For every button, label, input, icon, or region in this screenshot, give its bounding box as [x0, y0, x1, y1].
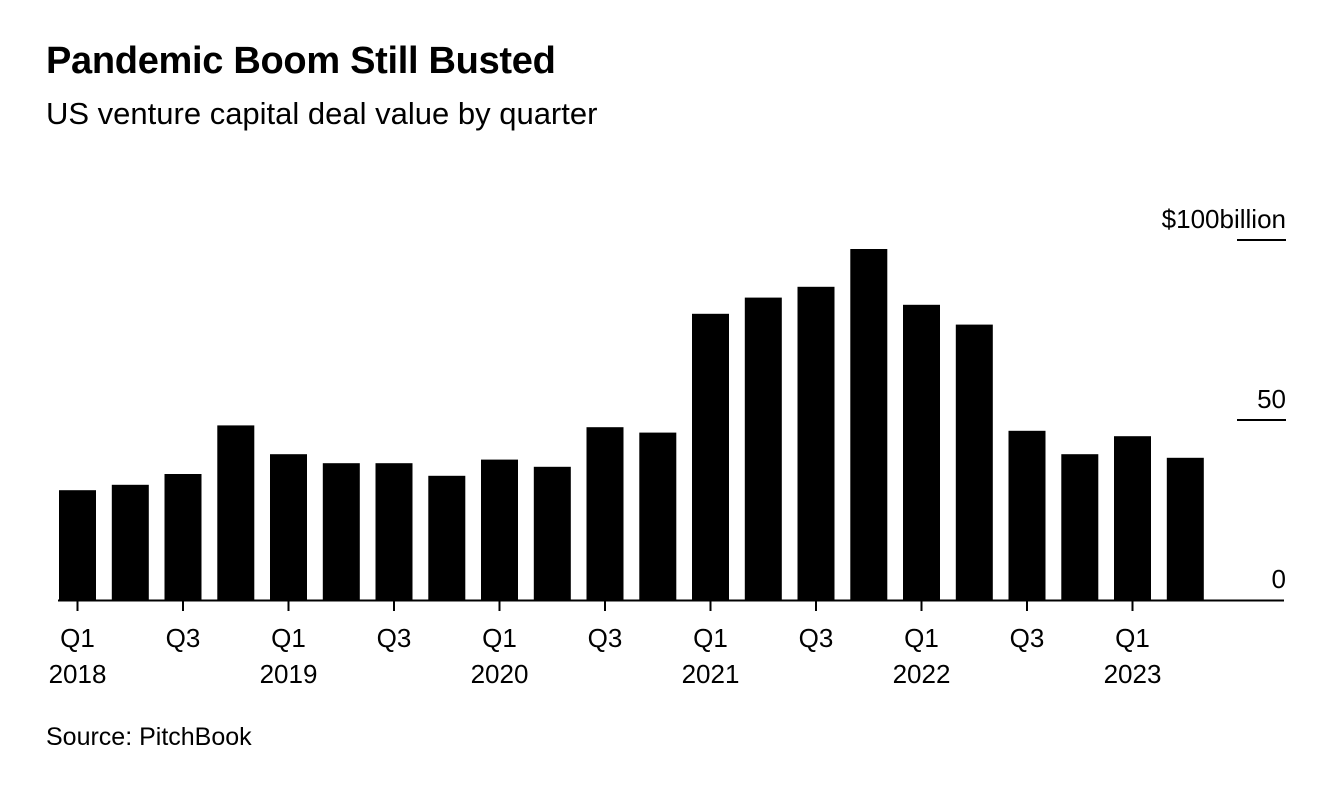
x-tick-label-year: 2023: [1104, 659, 1162, 689]
y-tick-label-0: 0: [1272, 564, 1286, 594]
bar-q3-2022: [1008, 430, 1046, 600]
bar-q2-2018: [111, 484, 149, 600]
bar-q2-2021: [744, 297, 782, 600]
bar-q4-2020: [639, 432, 677, 600]
bar-q4-2019: [428, 475, 466, 600]
bar-q2-2019: [322, 463, 360, 600]
bar-q4-2022: [1061, 454, 1099, 600]
x-tick-label-year: 2021: [682, 659, 740, 689]
bar-q1-2020: [481, 459, 518, 600]
x-tick-label-quarter: Q1: [693, 623, 728, 653]
x-tick-label-quarter: Q3: [588, 623, 623, 653]
bar-q1-2023: [1114, 436, 1151, 600]
x-tick-label-quarter: Q1: [482, 623, 517, 653]
x-axis: Q1 2018 Q3 Q1 2019 Q3 Q1 2020 Q3 Q1 2021 Q3 Q1 2022 Q3…: [49, 599, 1284, 689]
bar-q3-2018: [164, 474, 202, 600]
x-tick-label-year: 2022: [893, 659, 951, 689]
bar-q3-2019: [375, 463, 413, 600]
bar-q1-2022: [903, 304, 940, 600]
bar-q1-2019: [270, 454, 307, 600]
chart-title: Pandemic Boom Still Busted: [46, 40, 556, 82]
bar-q2-2023: [1166, 457, 1204, 600]
bars-group: [59, 249, 1204, 600]
bar-q3-2021: [797, 286, 835, 600]
bar-q2-2022: [955, 324, 993, 600]
x-tick-label-quarter: Q1: [904, 623, 939, 653]
x-tick-label-year: 2020: [471, 659, 529, 689]
x-tick-label-quarter: Q3: [377, 623, 412, 653]
bar-q4-2021: [850, 249, 888, 600]
x-tick-label-quarter: Q3: [1010, 623, 1045, 653]
y-tick-label-100: $100billion: [1162, 204, 1286, 234]
x-tick-label-quarter: Q1: [1115, 623, 1150, 653]
bar-q1-2021: [692, 313, 729, 600]
y-axis: 0 50 $100billion: [1162, 204, 1286, 594]
x-tick-label-year: 2018: [49, 659, 107, 689]
bar-q3-2020: [586, 427, 624, 600]
x-tick-label-quarter: Q1: [271, 623, 306, 653]
source-note: Source: PitchBook: [46, 723, 252, 751]
bar-q4-2018: [217, 425, 255, 600]
x-tick-label-quarter: Q3: [166, 623, 201, 653]
x-tick-label-quarter: Q1: [60, 623, 95, 653]
x-tick-label-year: 2019: [260, 659, 318, 689]
y-tick-label-50: 50: [1257, 384, 1286, 414]
bar-q1-2018: [59, 490, 96, 600]
x-tick-label-quarter: Q3: [799, 623, 834, 653]
bar-q2-2020: [533, 466, 571, 600]
chart-subtitle: US venture capital deal value by quarter: [46, 96, 598, 131]
